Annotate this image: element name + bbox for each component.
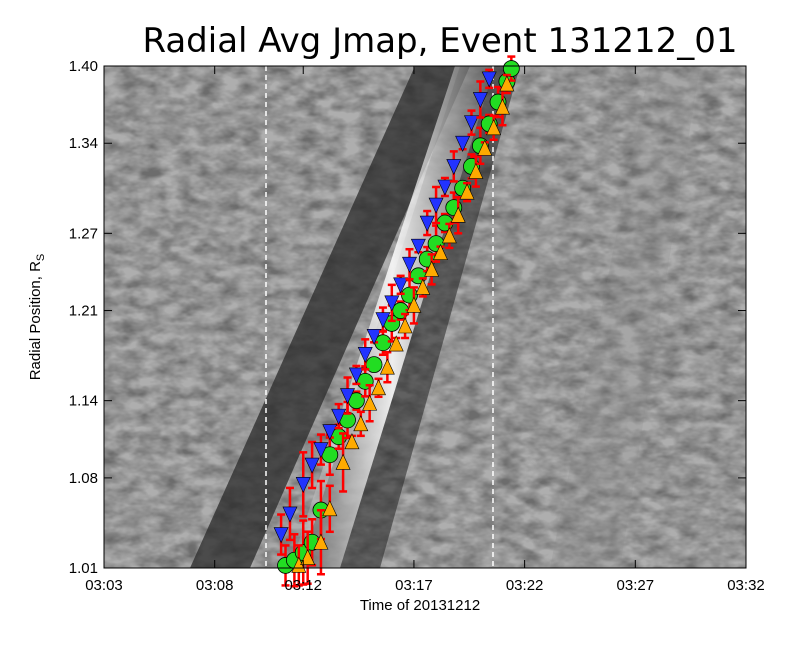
plot-background bbox=[104, 66, 746, 568]
triangle-down-point bbox=[472, 92, 488, 109]
triangle-up-point bbox=[406, 296, 422, 313]
data-marks bbox=[273, 55, 520, 588]
y-tick-label: 1.01 bbox=[69, 560, 98, 577]
triangle-up-point bbox=[379, 358, 395, 375]
x-tick-label: 03:12 bbox=[284, 577, 322, 594]
y-axis-label: Radial Position, RS bbox=[27, 254, 47, 381]
triangle-up-point bbox=[415, 278, 431, 295]
triangle-down-point bbox=[357, 347, 373, 364]
circle-point bbox=[502, 60, 520, 77]
y-axis: 1.01 1.08 1.14 1.21 1.27 1.34 1.40 bbox=[69, 58, 746, 577]
triangle-down-point bbox=[331, 408, 347, 425]
x-tick-label: 03:22 bbox=[506, 577, 544, 594]
triangle-up-point bbox=[499, 75, 515, 92]
x-tick-label: 03:32 bbox=[727, 577, 765, 594]
triangle-down-point bbox=[428, 197, 444, 214]
triangle-up-point bbox=[468, 162, 484, 179]
triangle-down-point bbox=[446, 159, 462, 176]
x-tick-label: 03:03 bbox=[85, 577, 123, 594]
triangle-down-point bbox=[437, 179, 453, 196]
y-tick-label: 1.34 bbox=[69, 135, 98, 152]
x-tick-label: 03:08 bbox=[196, 577, 234, 594]
triangle-down-point bbox=[282, 506, 298, 523]
triangle-up-point bbox=[424, 260, 440, 277]
triangle-up-point bbox=[441, 227, 457, 244]
triangle-up-point bbox=[433, 243, 448, 260]
triangle-up-point bbox=[388, 335, 404, 352]
triangle-down-point bbox=[402, 256, 417, 273]
triangle-up-point bbox=[300, 548, 316, 566]
x-axis: 03:03 03:08 03:12 03:17 03:22 03:27 03:32 bbox=[85, 66, 765, 594]
triangle-up-point bbox=[477, 139, 493, 156]
y-tick-label: 1.14 bbox=[69, 393, 98, 410]
x-axis-label: Time of 20131212 bbox=[360, 597, 480, 614]
y-tick-label: 1.08 bbox=[69, 470, 98, 487]
triangle-up-point bbox=[495, 98, 510, 115]
chart-title: Radial Avg Jmap, Event 131212_01 bbox=[142, 21, 737, 61]
triangle-up-point bbox=[344, 433, 360, 450]
triangle-down-point bbox=[348, 367, 364, 384]
x-tick-label: 03:27 bbox=[617, 577, 655, 594]
triangle-down-point bbox=[313, 442, 329, 459]
triangle-down-point bbox=[295, 477, 311, 494]
triangle-up-point bbox=[459, 183, 475, 200]
triangle-up-point bbox=[322, 500, 338, 517]
x-tick-label: 03:17 bbox=[395, 577, 433, 594]
triangle-down-point bbox=[340, 388, 355, 405]
y-tick-label: 1.27 bbox=[69, 225, 98, 242]
triangle-down-point bbox=[393, 277, 409, 294]
triangle-down-point bbox=[481, 71, 497, 88]
triangle-up-point bbox=[335, 453, 351, 470]
triangle-down-point bbox=[322, 424, 338, 441]
triangle-up-point bbox=[313, 533, 329, 550]
triangle-down-point bbox=[384, 295, 400, 312]
y-tick-label: 1.21 bbox=[69, 303, 98, 320]
y-axis-label-sub: S bbox=[35, 254, 47, 261]
triangle-down-point bbox=[366, 329, 382, 346]
triangle-down-point bbox=[375, 312, 391, 329]
triangle-down-point bbox=[304, 457, 320, 474]
triangle-up-point bbox=[371, 379, 386, 396]
plot-frame bbox=[103, 65, 747, 569]
triangle-down-point bbox=[464, 115, 479, 132]
triangle-up-point bbox=[450, 206, 466, 223]
triangle-down-point bbox=[455, 135, 471, 152]
triangle-down-point bbox=[273, 527, 289, 544]
y-tick-label: 1.40 bbox=[69, 58, 98, 75]
triangle-down-point bbox=[410, 238, 426, 255]
triangle-down-point bbox=[419, 215, 435, 232]
triangle-up-point bbox=[362, 394, 378, 411]
triangle-up-point bbox=[353, 415, 369, 432]
y-axis-label-main: Radial Position, R bbox=[27, 261, 44, 380]
triangle-up-point bbox=[397, 317, 413, 334]
triangle-up-point bbox=[486, 119, 502, 136]
